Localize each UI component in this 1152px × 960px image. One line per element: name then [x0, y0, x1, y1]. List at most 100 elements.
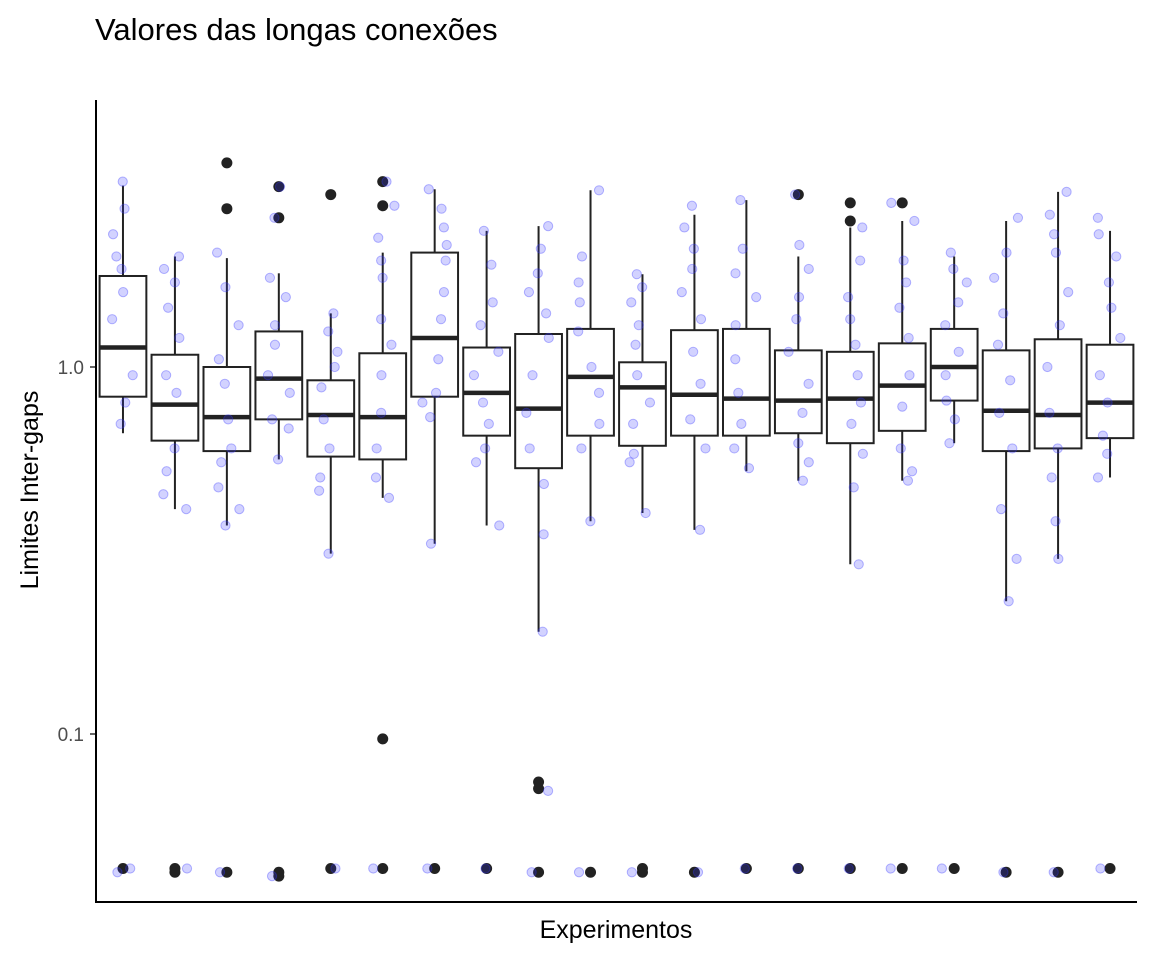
jitter-point [897, 401, 908, 412]
jitter-point [857, 448, 868, 459]
jitter-point [573, 277, 584, 288]
jitter-point [845, 314, 856, 325]
jitter-point [694, 524, 706, 535]
jitter-point [430, 387, 442, 399]
jitter-point [425, 538, 437, 549]
box-group [410, 184, 460, 875]
jitter-point [1095, 863, 1106, 874]
jitter-point [1001, 247, 1012, 258]
jitter-point [628, 418, 639, 429]
jitter-point [730, 320, 741, 331]
outlier-point [1052, 866, 1064, 878]
jitter-point [1103, 277, 1114, 288]
jitter-point [163, 302, 174, 313]
outlier-point [221, 866, 233, 878]
jitter-point [368, 863, 379, 874]
jitter-point [906, 466, 918, 477]
box-group [1085, 212, 1135, 875]
jitter-point [685, 414, 696, 425]
jitter-point [119, 203, 130, 214]
box-iqr [514, 333, 563, 470]
outlier-point [1000, 866, 1012, 878]
jitter-point [181, 504, 192, 515]
jitter-point [576, 251, 588, 262]
outlier-point [481, 863, 493, 875]
jitter-point [526, 867, 537, 878]
box-group [462, 225, 512, 875]
jitter-point [1061, 186, 1072, 197]
jitter-point [633, 320, 644, 331]
jitter-point [695, 378, 706, 389]
box-group [773, 189, 823, 875]
jitter-point [996, 504, 1007, 515]
y-tick-label: 1.0 [58, 358, 84, 379]
jitter-point [998, 308, 1009, 319]
jitter-point [803, 378, 814, 389]
jitter-point [857, 222, 868, 233]
jitter-point [283, 423, 294, 434]
box-group [981, 212, 1031, 878]
jitter-point [324, 443, 335, 454]
jitter-point [493, 346, 504, 357]
jitter-point [994, 407, 1005, 418]
jitter-point [107, 314, 118, 325]
jitter-point [902, 475, 914, 486]
jitter-point [695, 314, 707, 325]
jitter-point [487, 297, 498, 308]
outlier-point [896, 197, 908, 209]
jitter-point [894, 302, 905, 313]
outlier-point [792, 863, 804, 875]
box-iqr [306, 379, 356, 458]
outlier-point [688, 866, 700, 878]
box-iqr [1033, 338, 1083, 450]
jitter-point [843, 863, 854, 874]
box-iqr [566, 327, 615, 437]
jitter-point [120, 397, 131, 408]
jitter-point [214, 867, 226, 878]
jitter-point [417, 397, 428, 408]
jitter-point [1046, 472, 1057, 483]
jitter-point [264, 272, 276, 283]
jitter-point [594, 418, 605, 429]
jitter-point [174, 332, 185, 344]
jitter-point [793, 292, 805, 303]
jitter-point [989, 272, 1000, 283]
jitter-point [376, 407, 387, 418]
jitter-point [737, 243, 748, 254]
jitter-point [266, 871, 278, 882]
jitter-point [480, 863, 491, 874]
jitter-point [532, 268, 543, 279]
jitter-point [381, 176, 392, 187]
jitter-point [586, 361, 597, 373]
jitter-point [470, 457, 482, 468]
jitter-point [936, 863, 947, 874]
jitter-point [1042, 361, 1053, 373]
jitter-point [585, 516, 596, 527]
outlier-point [377, 200, 389, 212]
jitter-point [284, 387, 295, 399]
jitter-point [904, 370, 915, 381]
jitter-point [903, 332, 914, 344]
box-iqr [150, 353, 200, 442]
outlier-point [325, 189, 337, 201]
jitter-point [169, 277, 180, 288]
jitter-point [573, 326, 584, 337]
jitter-point [269, 339, 281, 350]
jitter-point [377, 272, 388, 283]
jitter-point [181, 863, 193, 874]
jitter-point [332, 346, 343, 357]
jitter-point [314, 485, 325, 496]
jitter-point [843, 292, 854, 303]
jitter-point [640, 507, 651, 519]
outlier-point [273, 181, 285, 193]
jitter-point [733, 387, 744, 399]
jitter-point [478, 225, 489, 236]
jitter-point [323, 548, 334, 559]
jitter-point [794, 239, 805, 251]
jitter-point [527, 370, 538, 381]
jitter-point [435, 314, 447, 325]
jitter-point [751, 292, 762, 303]
box-iqr [618, 361, 667, 447]
jitter-point [158, 263, 170, 275]
